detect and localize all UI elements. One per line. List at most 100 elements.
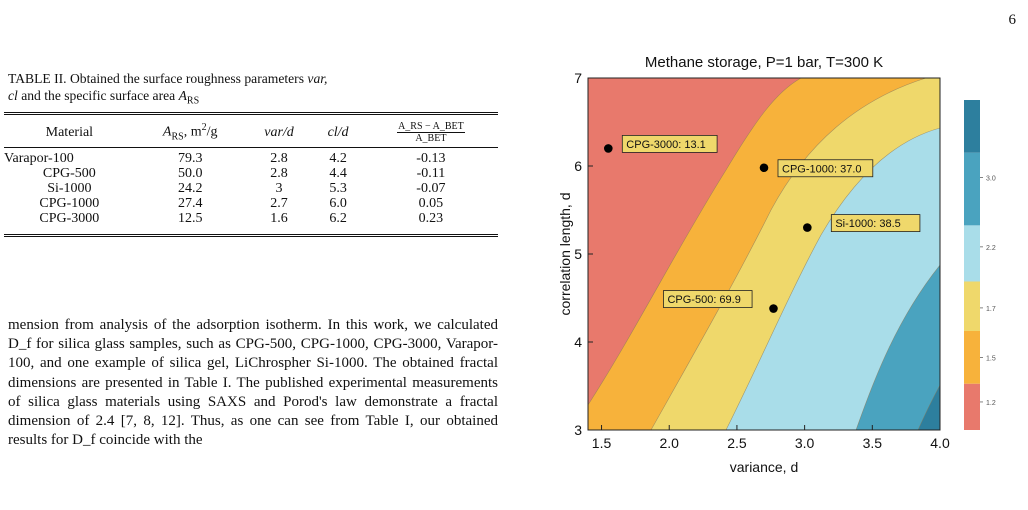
point-label-box <box>830 214 921 233</box>
x-tick-label: 3.0 <box>795 435 815 451</box>
cell-var: 3 <box>275 181 283 196</box>
colorbar-band <box>964 100 980 153</box>
table-caption-cl: cl <box>8 88 18 103</box>
header-var-text: var/d <box>264 124 294 140</box>
colorbar-tick-label: 2.25 <box>986 245 996 252</box>
header-ratio: A_RS − A_BET A_BET <box>363 113 498 148</box>
data-points: CPG-3000: 13.1 CPG-1000: 37.0 Si-1000: 38.… <box>604 135 921 313</box>
colorbar-tick-label: 3.00 <box>986 176 996 183</box>
cell-cl: 4.4 <box>329 166 347 181</box>
point-label: CPG-3000: 13.1 <box>626 139 706 151</box>
cell-var: 1.6 <box>270 211 288 226</box>
data-point <box>803 223 812 232</box>
cell-cl: 6.0 <box>329 196 347 211</box>
header-area-sup: 2 <box>201 122 207 134</box>
table-caption-prefix: TABLE II. <box>8 71 67 86</box>
y-tick-label: 3 <box>574 422 582 438</box>
header-area-symbol: A <box>162 124 172 140</box>
y-tick-label: 5 <box>574 246 582 262</box>
parameters-table: Material ARS, m2/g var/d cl/d A_RS − A_B… <box>4 112 498 237</box>
data-point <box>769 304 778 313</box>
header-cl-text: cl/d <box>327 124 349 140</box>
table-caption-a: A <box>178 88 187 103</box>
table-caption-text: Obtained the surface roughness parameter… <box>69 71 304 86</box>
cell-ratio: 0.05 <box>418 196 444 211</box>
header-area: ARS, m2/g <box>134 113 246 148</box>
table-caption: TABLE II. Obtained the surface roughness… <box>8 70 496 110</box>
x-tick-label: 4.0 <box>930 435 950 451</box>
header-var: var/d <box>245 113 313 148</box>
contour-region-5 <box>856 265 940 430</box>
x-tick-label: 2.5 <box>727 435 747 451</box>
cell-area: 79.3 <box>177 151 203 166</box>
chart-title: Methane storage, P=1 bar, T=300 K <box>645 54 883 71</box>
cell-cl: 6.2 <box>329 211 347 226</box>
y-axis-label: correlation length, d <box>557 193 573 316</box>
colorbar-band <box>964 152 980 226</box>
y-tick-label: 4 <box>574 334 582 350</box>
point-label-box <box>621 135 718 153</box>
body-paragraph: mension from analysis of the adsorption … <box>8 317 498 449</box>
cell-material: CPG-1000 <box>39 196 100 211</box>
header-material: Material <box>4 113 135 148</box>
page-number: 6 <box>1008 12 1017 28</box>
data-point <box>759 163 769 173</box>
colorbar: 3.00 2.25 1.75 1.50 1.25 <box>964 100 996 430</box>
x-axis-label: variance, d <box>730 459 798 475</box>
cell-material: Si-1000 <box>47 181 92 196</box>
cell-var: 2.7 <box>270 196 288 211</box>
cell-ratio: 0.23 <box>418 211 444 226</box>
contour-chart: Methane storage, P=1 bar, T=300 K 1.5 2.0… <box>557 54 996 475</box>
table-caption-mid: and the specific surface area <box>21 88 176 103</box>
point-label: CPG-500: 69.9 <box>667 294 740 306</box>
table-row: CPG-1000 27.4 2.7 6.0 0.05 <box>4 196 498 211</box>
point-label-box <box>663 290 753 308</box>
cell-cl: 4.2 <box>329 151 347 166</box>
colorbar-band <box>964 225 980 282</box>
cell-var: 2.8 <box>270 166 288 181</box>
cell-cl: 5.3 <box>329 181 347 196</box>
point-label: Si-1000: 38.5 <box>835 218 900 230</box>
header-area-unit-tail: /g <box>206 124 218 140</box>
header-area-unit: , m <box>183 124 202 140</box>
cell-area: 50.0 <box>177 166 203 181</box>
ratio-fraction: A_RS − A_BET A_BET <box>397 121 465 144</box>
table-caption-var: var, <box>307 71 328 86</box>
cell-ratio: -0.11 <box>416 166 446 181</box>
table-row: Varapor-100 79.3 2.8 4.2 -0.13 <box>4 148 498 167</box>
point-label-box <box>777 159 874 178</box>
table-row: CPG-500 50.0 2.8 4.4 -0.11 <box>4 166 498 181</box>
header-cl: cl/d <box>312 113 364 148</box>
cell-var: 2.8 <box>270 151 288 166</box>
cell-area: 24.2 <box>177 181 203 196</box>
x-tick-label: 2.0 <box>659 435 679 451</box>
y-axis-ticks: 3 4 5 6 7 <box>574 70 593 438</box>
y-tick-label: 7 <box>574 70 582 86</box>
contour-lines <box>588 78 940 430</box>
cell-material: Varapor-100 <box>4 151 74 166</box>
cell-area: 27.4 <box>177 196 203 211</box>
y-tick-label: 6 <box>574 158 582 174</box>
ratio-numerator: A_RS − A_BET <box>397 121 465 133</box>
table-row: CPG-3000 12.5 1.6 6.2 0.23 <box>4 211 498 236</box>
contour-regions <box>588 78 940 430</box>
colorbar-band <box>964 383 980 430</box>
colorbar-tick-label: 1.25 <box>986 400 996 407</box>
cell-ratio: -0.07 <box>416 181 446 196</box>
colorbar-tick-label: 1.50 <box>986 355 996 362</box>
cell-ratio: -0.13 <box>416 151 446 166</box>
cell-material: CPG-3000 <box>39 211 100 226</box>
table-caption-sub: RS <box>186 95 200 107</box>
colorbar-band <box>964 281 980 331</box>
cell-material: CPG-500 <box>42 166 96 181</box>
x-tick-label: 1.5 <box>592 435 612 451</box>
cell-area: 12.5 <box>177 211 203 226</box>
table-row: Si-1000 24.2 3 5.3 -0.07 <box>4 181 498 196</box>
x-axis-ticks: 1.5 2.0 2.5 3.0 3.5 4.0 <box>592 425 950 451</box>
point-label: CPG-1000: 37.0 <box>782 163 862 175</box>
contour-region-6 <box>918 385 940 430</box>
data-point <box>604 144 613 153</box>
ratio-denominator: A_BET <box>415 133 447 144</box>
header-area-sub: RS <box>171 131 184 143</box>
x-tick-label: 3.5 <box>863 435 883 451</box>
